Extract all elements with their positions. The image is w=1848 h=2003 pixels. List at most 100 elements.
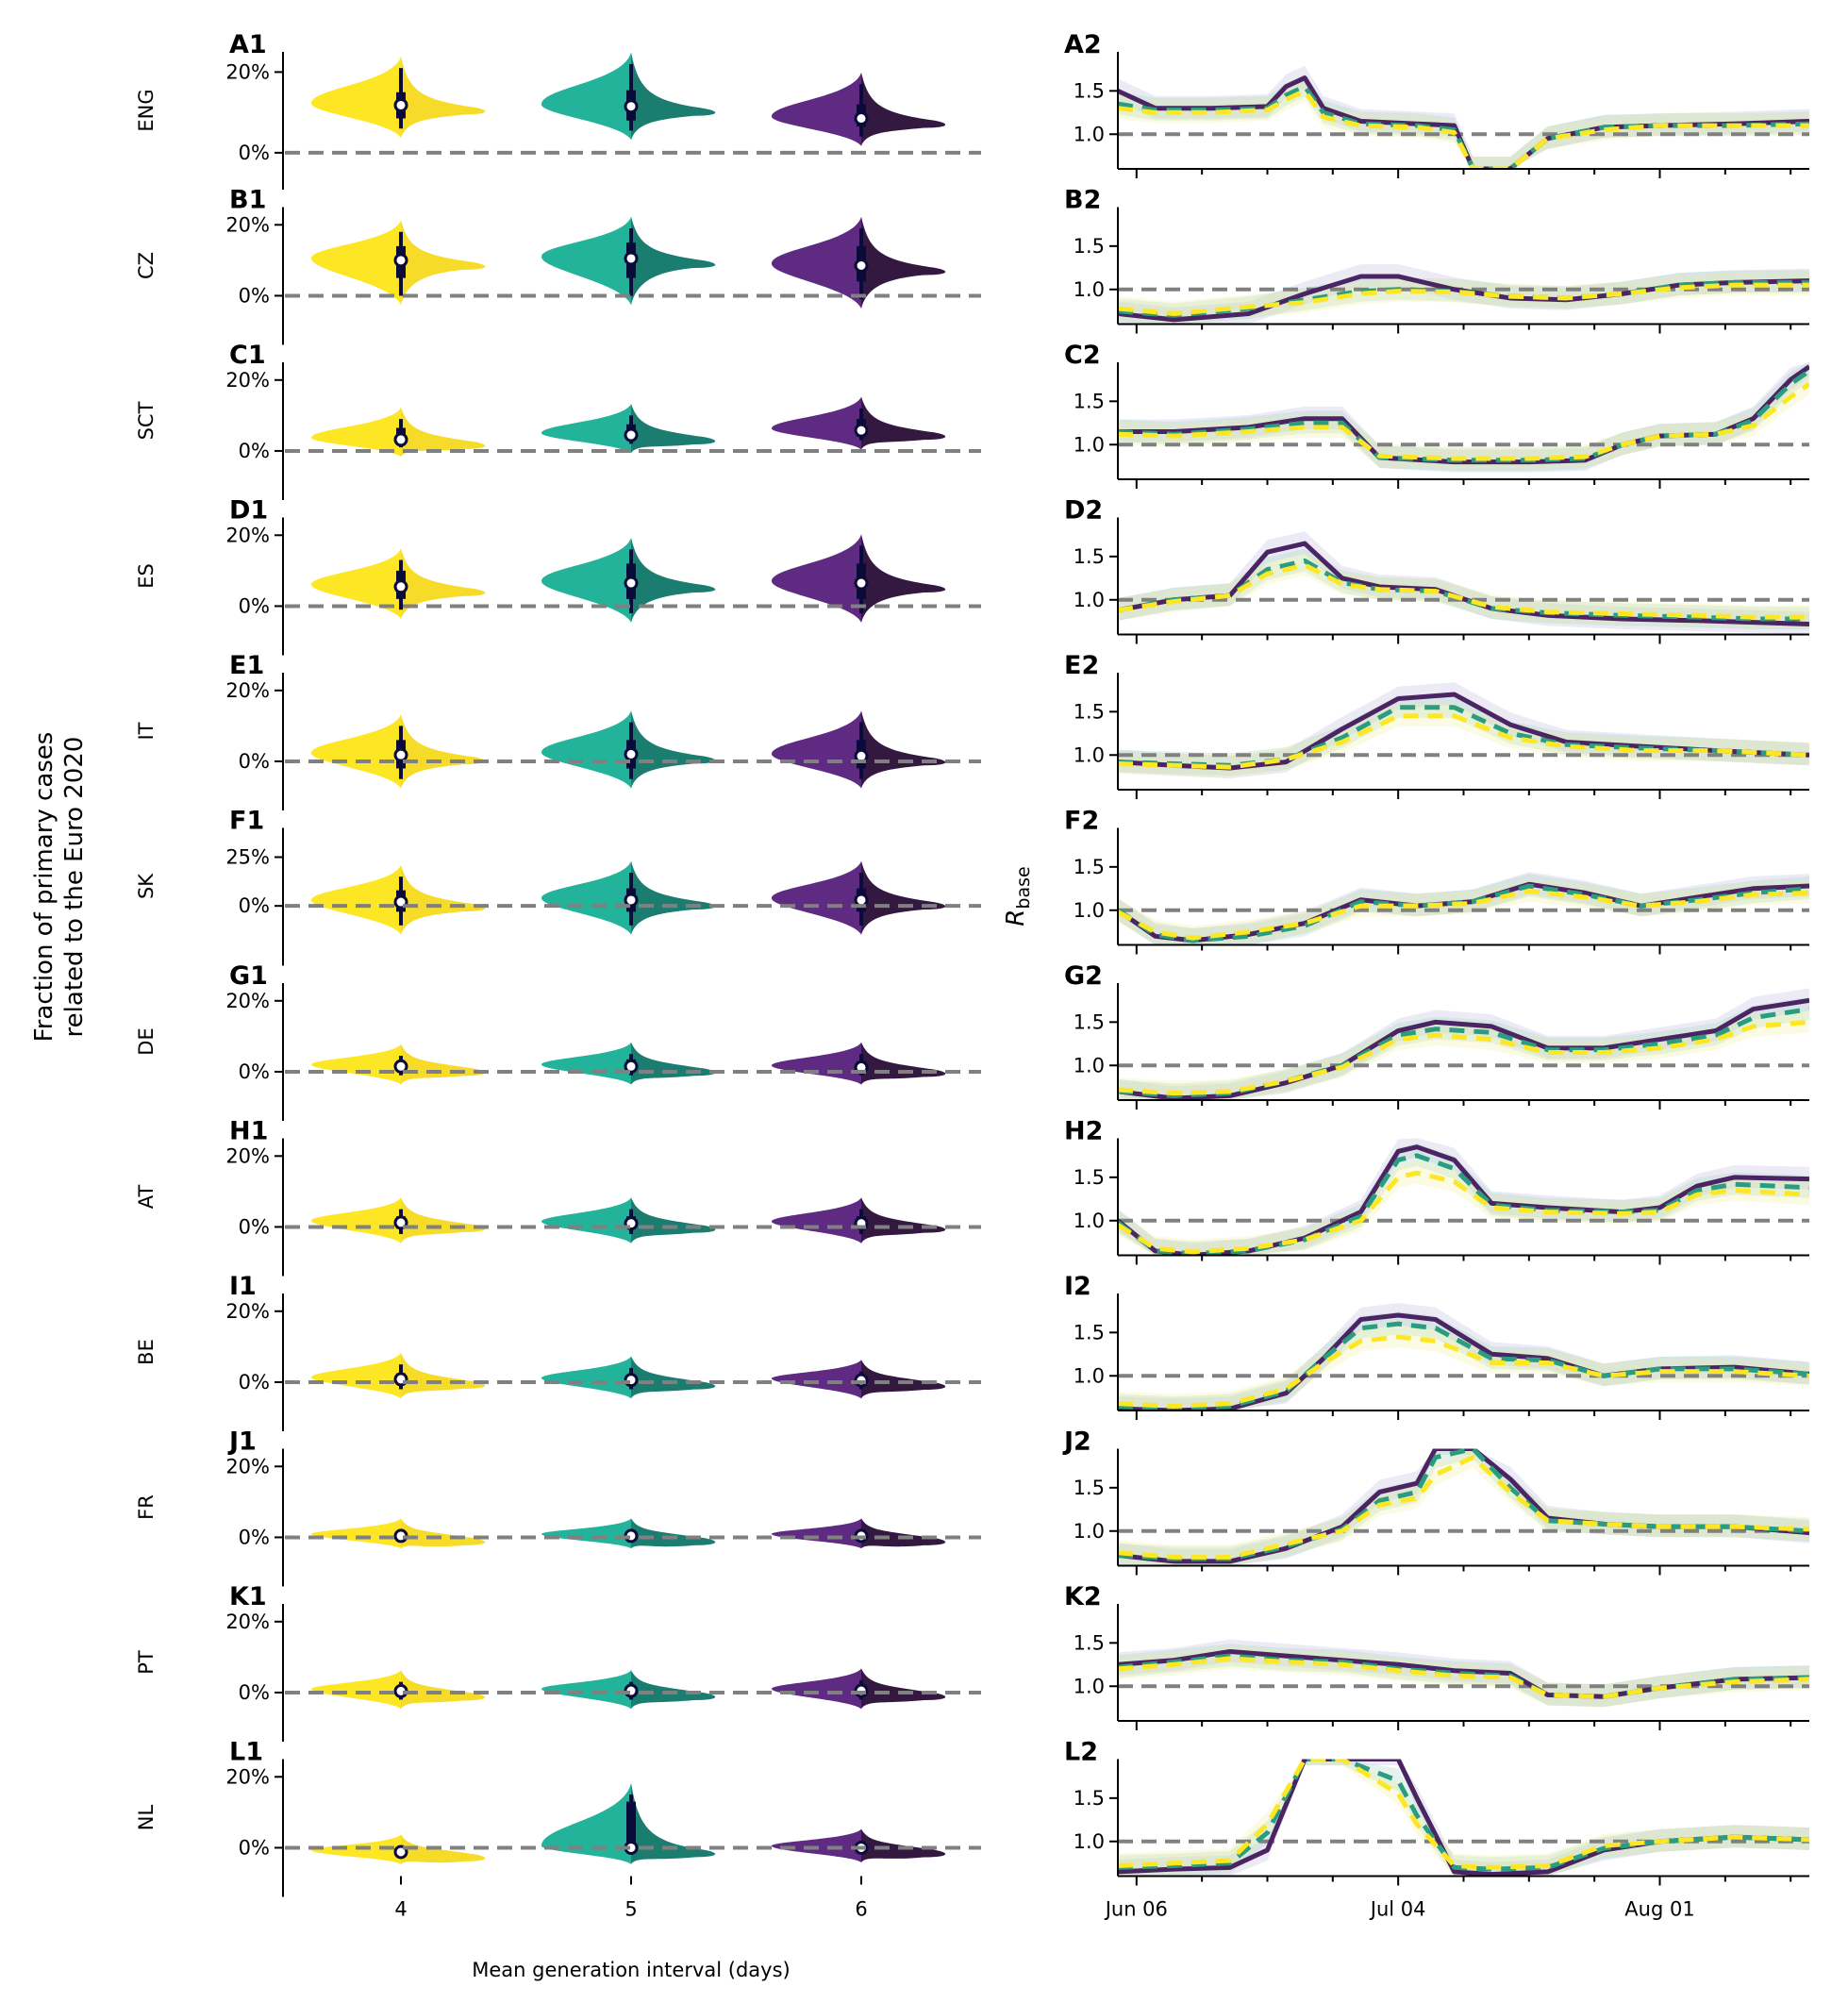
- rbase-panel-L2: 1.5 1.0 L2: [1064, 1738, 1809, 1886]
- uncertainty-band-g6: [1118, 988, 1809, 1100]
- panel-label-B1: B1: [229, 186, 266, 215]
- y-tick-label: 0%: [239, 142, 270, 164]
- violin-left-4: [311, 407, 401, 458]
- series-line-g4: [1118, 1759, 1809, 1870]
- violin-left-4: [311, 1670, 401, 1710]
- violin-left-6: [772, 72, 861, 146]
- left-x-axis-label: Mean generation interval (days): [472, 1959, 790, 1981]
- violin-left-4: [311, 1197, 401, 1244]
- country-label-PT: PT: [135, 1650, 158, 1675]
- rbase-panel-J2: 1.5 1.0 J2: [1062, 1427, 1809, 1576]
- violin-right-4: [401, 1518, 486, 1549]
- panel-label-I2: I2: [1064, 1272, 1091, 1301]
- violin-left-6: [772, 1518, 861, 1549]
- median-point: [854, 576, 869, 591]
- violin-left-4: [311, 548, 401, 620]
- country-label-ENG: ENG: [135, 89, 158, 131]
- violin-right-6: [861, 1668, 946, 1710]
- panel-label-I1: I1: [229, 1272, 257, 1301]
- country-label-IT: IT: [135, 722, 158, 740]
- x-tick-label-Jun 06: Jun 06: [1104, 1898, 1168, 1921]
- violin-left-6: [772, 534, 861, 623]
- panel-label-B2: B2: [1064, 186, 1101, 215]
- violin-right-6: [861, 710, 946, 789]
- violin-right-4: [401, 220, 486, 306]
- violin-left-6: [772, 1042, 861, 1085]
- violin-right-5: [631, 1670, 716, 1710]
- median-point: [393, 747, 408, 762]
- plot-area: [1118, 65, 1809, 169]
- plot-area: [1118, 531, 1809, 635]
- rbase-panel-H2: 1.5 1.0 H2: [1064, 1117, 1809, 1265]
- y-label-symbol: R: [1002, 910, 1030, 926]
- x-tick-label-Jul 04: Jul 04: [1369, 1898, 1426, 1921]
- y-tick-label: 1.0: [1074, 433, 1105, 456]
- violin-panel-C1: 20% 0% C1 SCT: [135, 341, 981, 500]
- y-label-line: related to the Euro 2020: [60, 737, 89, 1038]
- violin-panel-D1: 20% 0% D1 ES: [135, 496, 981, 656]
- panel-label-J2: J2: [1062, 1427, 1091, 1457]
- panel-label-A2: A2: [1064, 30, 1102, 59]
- median-point: [624, 746, 639, 761]
- violin-right-5: [631, 537, 716, 623]
- violin-panel-G1: 20% 0% G1 DE: [135, 961, 981, 1121]
- y-tick-label: 1.0: [1074, 1675, 1105, 1697]
- median-point: [624, 427, 639, 442]
- violin-right-4: [401, 713, 486, 789]
- rbase-panel-E2: 1.5 1.0 E2: [1064, 651, 1809, 799]
- violin-right-4: [401, 1834, 486, 1864]
- panel-label-H1: H1: [229, 1117, 268, 1146]
- violin-right-4: [401, 1043, 486, 1085]
- country-label-SK: SK: [135, 873, 158, 899]
- violin-right-4: [401, 1197, 486, 1244]
- y-label-subscript: base: [1013, 866, 1034, 909]
- x-tick-label-Aug 01: Aug 01: [1624, 1898, 1694, 1921]
- violin-left-5: [541, 1197, 631, 1244]
- violin-right-6: [861, 860, 946, 935]
- violin-left-6: [772, 396, 861, 450]
- median-point: [393, 97, 408, 112]
- left-y-axis-label: Fraction of primary casesrelated to the …: [30, 732, 89, 1043]
- panel-label-C1: C1: [229, 341, 266, 370]
- violin-left-6: [772, 710, 861, 789]
- y-tick-label: 1.5: [1074, 1010, 1105, 1033]
- median-point: [624, 893, 639, 908]
- series-line-g4: [1118, 282, 1809, 316]
- median-point: [393, 432, 408, 447]
- y-tick-label: 0%: [239, 440, 270, 462]
- y-tick-label: 0%: [239, 750, 270, 773]
- violin-right-4: [401, 56, 486, 139]
- plot-area: [1118, 1639, 1809, 1708]
- violin-right-5: [631, 860, 716, 935]
- y-tick-label: 20%: [225, 990, 270, 1012]
- y-tick-label: 0%: [239, 594, 270, 617]
- violin-right-5: [631, 1356, 716, 1399]
- violin-right-6: [861, 396, 946, 450]
- x-tick-label-6: 6: [855, 1898, 867, 1921]
- y-tick-label: 0%: [239, 894, 270, 917]
- y-tick-label: 0%: [239, 1681, 270, 1704]
- y-tick-label: 1.0: [1074, 589, 1105, 611]
- violin-right-5: [631, 1042, 716, 1085]
- country-label-SCT: SCT: [135, 401, 158, 440]
- country-label-BE: BE: [135, 1339, 158, 1365]
- x-tick-label-4: 4: [394, 1898, 407, 1921]
- uncertainty-band-g6: [1118, 362, 1809, 473]
- y-tick-label: 25%: [225, 846, 270, 869]
- panel-label-E1: E1: [229, 651, 264, 680]
- violin-right-6: [861, 72, 946, 146]
- violin-right-4: [401, 864, 486, 935]
- y-tick-label: 20%: [225, 1455, 270, 1477]
- median-point: [393, 1059, 408, 1074]
- median-point: [393, 579, 408, 594]
- plot-area: [1118, 1759, 1809, 1877]
- rbase-panel-D2: 1.5 1.0 D2: [1064, 496, 1809, 644]
- violin-left-6: [772, 1360, 861, 1399]
- y-label-line: Fraction of primary cases: [30, 732, 58, 1043]
- country-label-DE: DE: [135, 1027, 158, 1055]
- panel-label-G2: G2: [1064, 961, 1103, 991]
- y-tick-label: 1.0: [1074, 743, 1105, 766]
- violin-left-5: [541, 1356, 631, 1399]
- violin-right-6: [861, 1360, 946, 1399]
- violin-left-5: [541, 537, 631, 623]
